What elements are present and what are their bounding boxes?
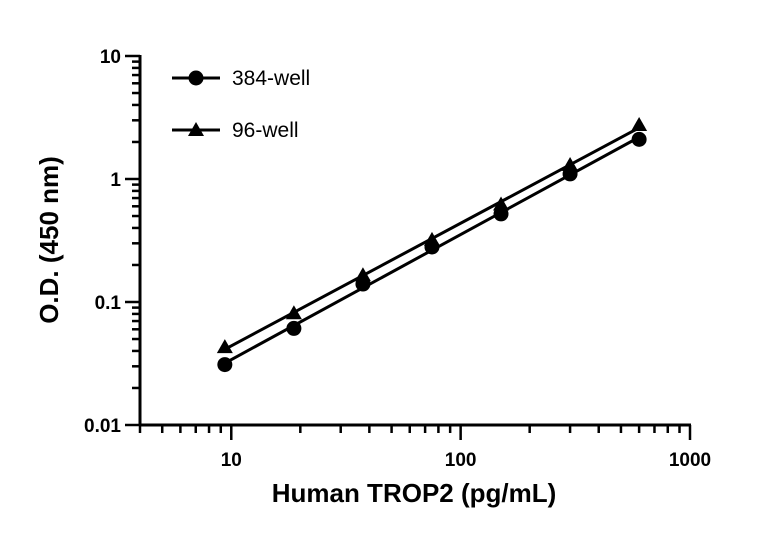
data-point	[631, 116, 648, 131]
legend-item: 96-well	[172, 119, 299, 142]
x-tick-label: 100	[445, 450, 477, 471]
data-point	[493, 196, 510, 211]
x-tick-label: 1000	[669, 450, 711, 471]
plot-area	[216, 116, 648, 373]
x-axis-title: Human TROP2 (pg/mL)	[272, 478, 557, 508]
data-point	[562, 156, 579, 171]
x-tick-label: 10	[221, 450, 242, 471]
legend-label: 96-well	[232, 119, 299, 142]
axes: 0.01 0.1 1 10 10 100 1000	[84, 47, 711, 471]
data-point	[631, 131, 647, 147]
data-point	[217, 357, 233, 373]
y-axis-title: O.D. (450 nm)	[34, 156, 64, 324]
y-tick-label: 0.1	[95, 293, 122, 314]
series-1	[217, 131, 647, 373]
legend-marker	[188, 122, 204, 136]
data-point	[216, 339, 233, 354]
data-point	[354, 267, 371, 282]
data-point	[286, 320, 302, 336]
legend-label: 384-well	[232, 67, 310, 90]
legend-item: 384-well	[172, 67, 310, 90]
legend: 384-well 96-well	[172, 67, 310, 142]
series-2	[216, 116, 648, 354]
y-tick-label: 0.01	[84, 416, 121, 437]
y-tick-label: 1	[110, 170, 121, 191]
legend-marker	[188, 70, 204, 86]
y-tick-label: 10	[100, 47, 121, 68]
data-point	[285, 305, 302, 320]
data-point	[423, 231, 440, 246]
